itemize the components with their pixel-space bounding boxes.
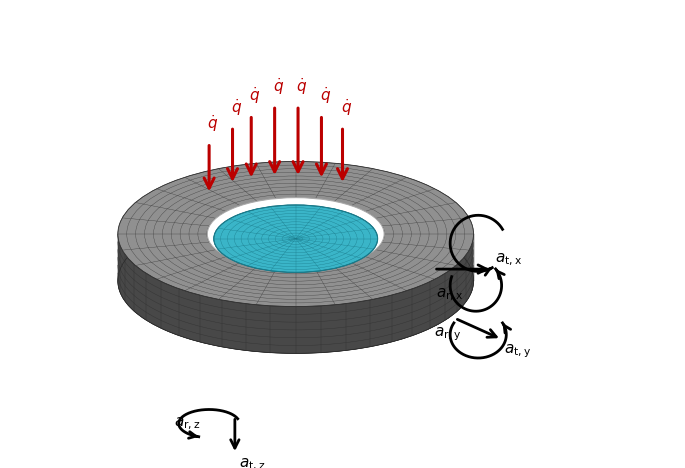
Text: $a_{\mathrm{r,x}}$: $a_{\mathrm{r,x}}$ [436,287,463,303]
Text: $\dot{q}$: $\dot{q}$ [249,85,260,106]
Ellipse shape [214,205,377,272]
Text: $\dot{q}$: $\dot{q}$ [273,76,284,97]
Text: $a_{\mathrm{r,y}}$: $a_{\mathrm{r,y}}$ [434,326,461,344]
Ellipse shape [118,161,473,307]
Text: $\dot{q}$: $\dot{q}$ [296,76,308,97]
Ellipse shape [208,197,384,271]
Text: $a_{\mathrm{t,y}}$: $a_{\mathrm{t,y}}$ [504,343,531,360]
Text: $\dot{q}$: $\dot{q}$ [231,97,242,118]
Text: $\dot{q}$: $\dot{q}$ [340,97,352,118]
Text: $\dot{q}$: $\dot{q}$ [320,85,331,106]
Polygon shape [118,234,473,353]
Text: $a_{\mathrm{t,x}}$: $a_{\mathrm{t,x}}$ [495,251,521,268]
Text: $a_{\mathrm{t,z}}$: $a_{\mathrm{t,z}}$ [238,456,265,468]
Text: $a_{\mathrm{r,z}}$: $a_{\mathrm{r,z}}$ [174,416,201,431]
Ellipse shape [118,208,473,353]
Text: $\dot{q}$: $\dot{q}$ [208,113,219,134]
